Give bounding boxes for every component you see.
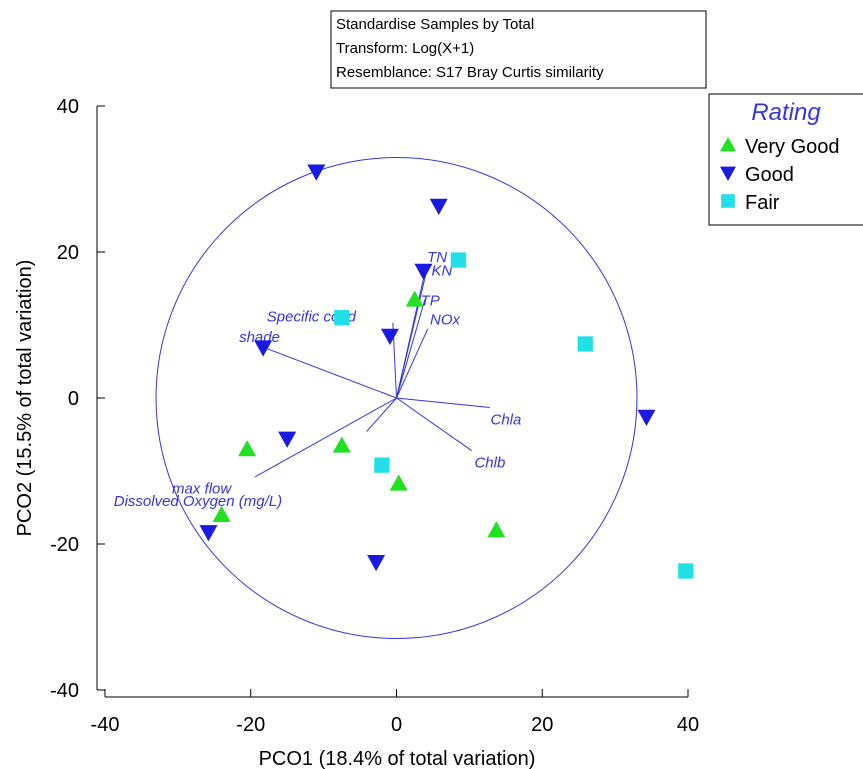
legend-entry-label: Very Good: [745, 136, 840, 158]
y-tick-label: -20: [50, 534, 79, 556]
data-point: [389, 474, 408, 491]
vector-label: NOx: [430, 311, 461, 328]
data-point: [332, 436, 351, 453]
legend: Rating Very Good Good Fair: [708, 93, 863, 226]
data-point: [278, 431, 297, 448]
data-point: [380, 328, 399, 345]
x-tick-label: -40: [91, 714, 120, 736]
data-point: [429, 198, 448, 216]
legend-entry-label: Good: [745, 164, 794, 186]
x-tick-label: 0: [391, 714, 402, 736]
info-line-standardise: Standardise Samples by Total: [336, 16, 534, 33]
vector-label: Specific cond: [267, 308, 357, 325]
vector-line: [396, 299, 426, 399]
points-layer: [199, 164, 694, 579]
info-box-frame: [330, 10, 707, 89]
vector-label: TN: [427, 249, 447, 266]
axes: -40 -20 0 20 40 -40 -20 0 20 40: [50, 96, 699, 736]
data-point: [367, 555, 386, 572]
vector-label: KN: [431, 262, 452, 279]
vector-line: [396, 397, 490, 408]
vector-line: [396, 328, 429, 399]
data-point: [450, 252, 467, 268]
x-tick-label: 20: [531, 714, 553, 736]
y-tick-label: 0: [68, 388, 79, 410]
y-tick-label: -40: [50, 680, 79, 702]
x-tick-label: 40: [677, 714, 699, 736]
data-point: [307, 164, 326, 181]
info-line-resemblance: Resemblance: S17 Bray Curtis similarity: [336, 64, 604, 81]
data-point: [199, 525, 218, 542]
y-tick-label: 20: [57, 242, 79, 264]
data-point: [487, 521, 506, 538]
vector-line: [256, 344, 397, 399]
vector-label: Chlb: [474, 454, 505, 471]
info-line-transform: Transform: Log(X+1): [336, 40, 474, 57]
data-point: [254, 340, 273, 357]
data-point: [238, 440, 257, 457]
correlation-circle-layer: [155, 157, 638, 639]
data-point: [374, 457, 390, 473]
vector-line: [396, 268, 428, 399]
x-axis-title: PCO1 (18.4% of total variation): [259, 748, 536, 769]
vector-label: Chla: [491, 411, 522, 428]
info-box: Standardise Samples by Total Transform: …: [330, 10, 707, 89]
vector-label: Dissolved Oxygen (mg/L): [114, 493, 282, 510]
data-point: [334, 310, 350, 326]
data-point: [637, 409, 656, 426]
data-point: [414, 263, 433, 280]
vector-line: [254, 397, 397, 478]
vector-line: [366, 397, 397, 432]
x-tick-label: -20: [236, 714, 265, 736]
legend-marker: [720, 137, 736, 152]
y-tick-label: 40: [57, 96, 79, 118]
legend-entries: Very Good Good Fair: [720, 136, 840, 214]
vector-line: [396, 397, 472, 451]
legend-marker: [721, 194, 735, 208]
vector-label: max flow: [172, 481, 232, 498]
data-point: [212, 505, 231, 522]
legend-marker: [720, 166, 736, 181]
data-point: [577, 336, 593, 352]
correlation-circle: [155, 157, 638, 639]
data-point: [405, 290, 424, 307]
y-axis-title: PCO2 (15.5% of total variation): [14, 260, 36, 537]
legend-title: Rating: [751, 99, 821, 126]
data-point: [678, 563, 694, 579]
legend-entry-label: Fair: [745, 192, 780, 214]
vector-label: TP: [421, 292, 440, 309]
